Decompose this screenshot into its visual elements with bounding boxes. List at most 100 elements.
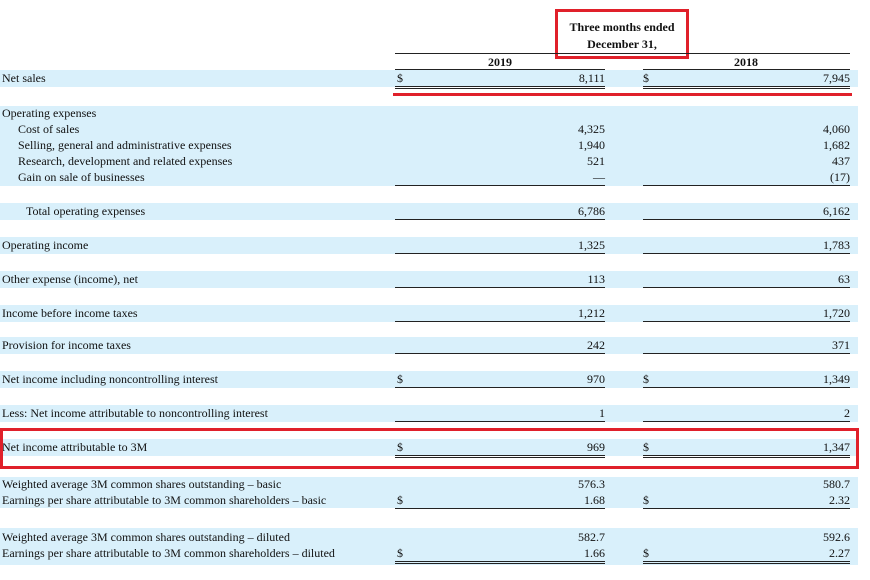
header-title: December 31,: [587, 37, 657, 51]
value-2019: 4,325: [578, 122, 605, 136]
currency: $: [397, 372, 403, 386]
value-2019: 969: [587, 440, 605, 454]
row-label: Total operating expenses: [26, 204, 146, 218]
row-label: Net income attributable to 3M: [2, 440, 148, 454]
highlight-line: [393, 93, 852, 96]
value-2019: 521: [587, 154, 605, 168]
row-label: Net sales: [2, 71, 46, 85]
row-label: Weighted average 3M common shares outsta…: [2, 530, 290, 544]
value-2019: 1: [599, 406, 605, 420]
value-2018: 2.32: [829, 493, 850, 507]
underline: [643, 421, 850, 422]
row-band: [0, 439, 858, 456]
underline: [395, 219, 605, 220]
underline: [643, 321, 850, 322]
header-title: Three months ended: [569, 20, 675, 34]
year-header: 2018: [734, 55, 758, 69]
value-2018: 4,060: [823, 122, 850, 136]
underline: [395, 185, 605, 186]
currency: $: [397, 493, 403, 507]
row-label: Provision for income taxes: [2, 338, 131, 352]
underline: [643, 508, 850, 509]
row-band: [0, 203, 858, 220]
underline: [643, 219, 850, 220]
underline: [643, 353, 850, 354]
currency: $: [643, 440, 649, 454]
header-rule: [395, 53, 850, 54]
value-2019: 8,111: [578, 71, 605, 85]
row-label: Cost of sales: [18, 122, 80, 136]
value-2019: 1,212: [578, 306, 605, 320]
row-label: Earnings per share attributable to 3M co…: [2, 546, 335, 560]
value-2018: 6,162: [823, 204, 850, 218]
value-2018: 2.27: [829, 546, 850, 560]
value-2018: 1,349: [823, 372, 850, 386]
underline: [395, 455, 605, 458]
value-2018: 592.6: [823, 530, 850, 544]
underline: [395, 561, 605, 564]
highlight-box: [555, 9, 689, 59]
underline: [643, 455, 850, 458]
underline: [395, 86, 605, 89]
row-band: [0, 70, 858, 87]
value-2018: 1,720: [823, 306, 850, 320]
underline: [643, 561, 850, 564]
value-2019: 1,325: [578, 238, 605, 252]
underline: [643, 387, 850, 388]
value-2019: 1,940: [578, 138, 605, 152]
row-band: [0, 271, 858, 288]
value-2019: 1.68: [584, 493, 605, 507]
value-2019: 113: [587, 272, 605, 286]
underline: [395, 387, 605, 388]
row-band: [0, 305, 858, 322]
underline: [395, 321, 605, 322]
row-label: Research, development and related expens…: [18, 154, 233, 168]
underline: [643, 287, 850, 288]
currency: $: [643, 372, 649, 386]
underline: [395, 421, 605, 422]
row-label: Weighted average 3M common shares outsta…: [2, 477, 282, 491]
highlight-box: [0, 428, 859, 469]
value-2018: 1,783: [823, 238, 850, 252]
row-label: Less: Net income attributable to noncont…: [2, 406, 268, 420]
row-band: [0, 528, 858, 565]
currency: $: [643, 493, 649, 507]
currency: $: [643, 71, 649, 85]
row-label: Net income including noncontrolling inte…: [2, 372, 218, 386]
row-label: Income before income taxes: [2, 306, 138, 320]
row-label: Operating income: [2, 238, 89, 252]
currency: $: [397, 71, 403, 85]
row-label: Gain on sale of businesses: [18, 170, 145, 184]
row-band: [0, 106, 858, 186]
underline: [395, 287, 605, 288]
row-label: Selling, general and administrative expe…: [18, 138, 232, 152]
value-2019: 576.3: [578, 477, 605, 491]
underline: [395, 253, 605, 254]
underline: [643, 86, 850, 89]
value-2019: 242: [587, 338, 605, 352]
value-2018: 580.7: [823, 477, 850, 491]
underline: [395, 353, 605, 354]
row-band: [0, 371, 858, 388]
value-2019: 1.66: [584, 546, 605, 560]
value-2019: 582.7: [578, 530, 605, 544]
row-band: [0, 405, 858, 422]
row-band: [0, 477, 858, 508]
currency: $: [643, 546, 649, 560]
value-2018: (17): [830, 170, 850, 184]
row-band: [0, 237, 858, 254]
underline: [643, 185, 850, 186]
currency: $: [397, 440, 403, 454]
row-band: [0, 337, 858, 354]
row-label: Operating expenses: [2, 106, 97, 120]
value-2019: —: [593, 170, 605, 184]
value-2018: 2: [844, 406, 850, 420]
value-2018: 1,347: [823, 440, 850, 454]
value-2018: 63: [838, 272, 850, 286]
year-header: 2019: [488, 55, 512, 69]
value-2018: 437: [832, 154, 850, 168]
value-2018: 7,945: [823, 71, 850, 85]
value-2018: 371: [832, 338, 850, 352]
row-label: Earnings per share attributable to 3M co…: [2, 493, 327, 507]
